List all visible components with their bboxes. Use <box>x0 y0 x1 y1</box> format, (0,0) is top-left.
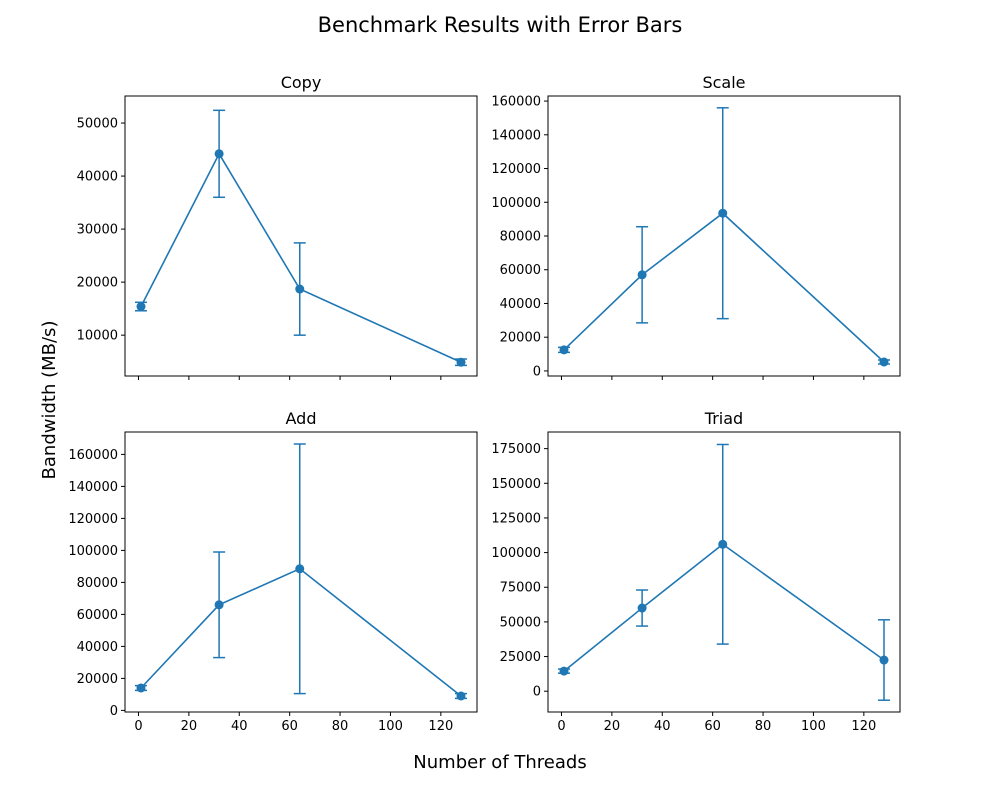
x-tick-label: 120 <box>428 719 453 734</box>
y-tick-label: 120000 <box>491 162 541 177</box>
y-tick-label: 0 <box>110 704 118 719</box>
y-tick-label: 125000 <box>491 511 541 526</box>
y-tick-label: 20000 <box>77 672 118 687</box>
x-tick-label: 100 <box>378 719 403 734</box>
subplot-title: Copy <box>281 73 322 92</box>
y-tick-label: 30000 <box>77 223 118 238</box>
y-tick-label: 40000 <box>500 297 541 312</box>
y-tick-label: 20000 <box>500 331 541 346</box>
data-point <box>214 149 224 159</box>
x-tick-label: 20 <box>181 719 198 734</box>
y-tick-label: 40000 <box>77 170 118 185</box>
y-tick-label: 100000 <box>491 196 541 211</box>
y-tick-label: 75000 <box>500 581 541 596</box>
data-point <box>637 270 647 280</box>
data-point <box>637 603 647 613</box>
data-point <box>214 600 224 610</box>
data-point <box>559 666 569 676</box>
y-tick-label: 100000 <box>68 544 118 559</box>
data-point <box>879 357 889 367</box>
axes-frame <box>547 95 901 377</box>
series-line <box>140 567 462 697</box>
x-tick-label: 100 <box>801 719 826 734</box>
x-tick-label: 40 <box>231 719 248 734</box>
y-tick-label: 175000 <box>491 442 541 457</box>
data-point <box>456 691 466 701</box>
x-tick-label: 80 <box>332 719 349 734</box>
y-tick-label: 160000 <box>491 95 541 110</box>
y-tick-label: 60000 <box>500 263 541 278</box>
x-tick-label: 120 <box>851 719 876 734</box>
data-point <box>559 345 569 355</box>
subplot-scale: Scale 0 20000 40000 60000 80000 100000 120000 14… <box>491 73 901 380</box>
figure-x-axis-label: Number of Threads <box>413 752 586 773</box>
subplot-copy: Copy 10000 20000 30000 40000 50000 <box>77 73 478 380</box>
subplot-title: Add <box>286 409 317 428</box>
data-point <box>136 302 146 312</box>
data-point <box>295 284 305 294</box>
subplot-triad: Triad 0 20 40 60 80 100 120 0 25000 50000 75000 1000… <box>491 409 901 734</box>
y-tick-label: 100000 <box>491 546 541 561</box>
y-tick-label: 20000 <box>77 276 118 291</box>
y-tick-label: 160000 <box>68 448 118 463</box>
data-point <box>456 357 466 367</box>
series-line <box>563 543 885 672</box>
y-tick-label: 150000 <box>491 477 541 492</box>
subplot-title: Triad <box>704 409 743 428</box>
axes-frame <box>547 431 901 713</box>
data-point <box>879 655 889 665</box>
y-tick-label: 80000 <box>77 576 118 591</box>
x-tick-label: 0 <box>134 719 142 734</box>
data-point <box>718 539 728 549</box>
figure-title: Benchmark Results with Error Bars <box>318 13 683 37</box>
y-tick-label: 50000 <box>77 117 118 132</box>
figure-y-axis-label: Bandwidth (MB/s) <box>39 321 60 480</box>
y-tick-label: 60000 <box>77 608 118 623</box>
y-tick-label: 10000 <box>77 329 118 344</box>
y-tick-label: 120000 <box>68 512 118 527</box>
y-tick-label: 40000 <box>77 640 118 655</box>
subplot-add: Add 0 20 40 60 80 100 120 0 20000 40000 60000 80000 1… <box>68 409 478 734</box>
x-tick-label: 60 <box>281 719 298 734</box>
x-tick-label: 40 <box>654 719 671 734</box>
y-tick-label: 0 <box>533 364 541 379</box>
data-point <box>718 208 728 218</box>
x-tick-label: 20 <box>604 719 621 734</box>
x-tick-label: 80 <box>755 719 772 734</box>
series-line <box>140 152 462 363</box>
x-tick-label: 0 <box>557 719 565 734</box>
series-line <box>563 212 885 363</box>
subplot-grid: Copy1000020000300004000050000Scale020000… <box>68 73 901 734</box>
y-tick-label: 0 <box>533 685 541 700</box>
y-tick-label: 140000 <box>68 480 118 495</box>
axes-frame <box>124 431 478 713</box>
y-tick-label: 50000 <box>500 615 541 630</box>
y-tick-label: 80000 <box>500 230 541 245</box>
axes-frame <box>124 95 478 377</box>
subplot-title: Scale <box>702 73 745 92</box>
data-point <box>295 564 305 574</box>
data-point <box>136 683 146 693</box>
x-tick-label: 60 <box>704 719 721 734</box>
y-tick-label: 25000 <box>500 650 541 665</box>
y-tick-label: 140000 <box>491 128 541 143</box>
